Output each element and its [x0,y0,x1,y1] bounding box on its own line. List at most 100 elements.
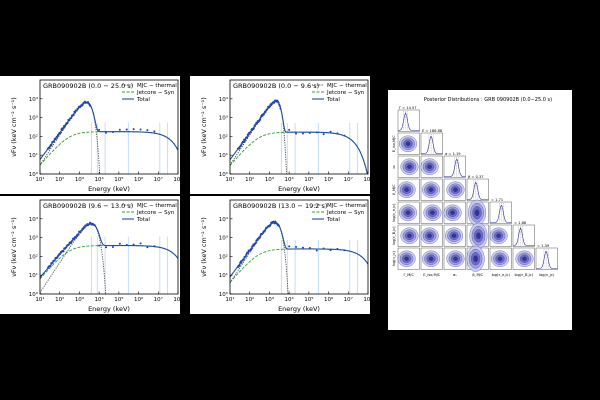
x-tick-label: 10⁸ [363,296,373,303]
data-point [322,133,325,136]
contour-level [405,210,411,215]
diag-histogram: Γ = 14.57 [397,106,420,132]
y-tick-label: 10⁴ [219,216,229,223]
x-tick-label: 10² [245,296,254,303]
thermal-curve [40,102,101,174]
param-label-x: Γ_MJC [404,273,415,277]
contour-cell [420,201,443,224]
diag-histogram: σ = 1.19 [443,152,466,178]
y-tick-label: 10⁴ [219,96,229,103]
corner-plot: Posterior Distributions : GRB 090902B (0… [388,90,572,330]
contour-level [427,233,432,238]
legend-entry: MJC − thermal [327,203,367,209]
data-point [105,246,108,249]
contour-cell [420,178,443,201]
legend-entry: Total [136,217,150,223]
diag-estimate: σ = 1.19 [445,152,461,156]
param-label-x: σ₀ [453,273,457,277]
x-tick-label: 10⁵ [114,176,123,183]
total-curve [40,101,178,160]
histogram-line [536,251,558,269]
contour-cell [443,224,466,247]
data-point [288,245,291,248]
x-tick-label: 10⁷ [154,296,163,303]
diag-histogram: E = 186.88 [420,129,443,155]
plot-area [40,221,178,294]
contour-level [496,233,501,238]
y-tick-label: 10¹ [29,152,38,159]
contour-level [427,164,432,169]
thermal-curve [230,100,288,174]
contour-cell [489,224,512,247]
contour-cell [443,201,466,224]
data-point [118,242,121,245]
contour-cell [466,245,489,272]
y-tick-label: 10² [219,253,228,260]
legend-entry: Total [136,97,150,103]
x-tick-label: 10⁴ [95,296,105,303]
x-tick-label: 10⁸ [173,176,183,183]
data-point [315,249,318,252]
param-label-y: log(n_jc) [392,250,396,266]
contour-level [451,233,457,238]
y-tick-label: 10³ [219,115,228,122]
contour-cell [489,247,512,270]
y-tick-label: 10¹ [29,272,38,279]
data-point [139,242,142,245]
contour-level [430,210,435,215]
x-tick-label: 10³ [265,296,274,303]
x-tick-label: 10⁵ [304,176,313,183]
spectrum-panel-3: 10¹ 10² 10³ 10⁴ 10⁵ 10⁶ 10⁷ 10⁸10⁰10¹10²10³10⁴E… [0,196,183,314]
param-label-x: E_iso,MJC [423,273,440,277]
total-curve [40,222,178,278]
param-label-x: log(ε_B,jc) [514,273,533,277]
contour-level [404,256,409,261]
x-tick-label: 10⁶ [134,296,144,303]
x-tick-label: 10⁵ [304,296,313,303]
y-tick-label: 10² [29,253,38,260]
y-tick-label: 10³ [29,235,38,242]
x-tick-label: 10² [55,296,64,303]
x-tick-label: 10⁴ [285,296,295,303]
y-tick-label: 10⁰ [219,291,229,298]
x-tick-label: 10¹ [225,176,234,183]
x-tick-label: 10⁷ [344,296,353,303]
axes-frame [39,79,179,175]
param-label-x: log(ε_e,jc) [492,273,511,277]
spectrum-panel-1: 10¹ 10² 10³ 10⁴ 10⁵ 10⁶ 10⁷ 10⁸10⁰10¹10²10³10⁴E… [0,76,183,194]
y-tick-label: 10⁴ [29,216,39,223]
y-tick-label: 10⁰ [219,171,229,178]
spectral-panels: 10¹ 10² 10³ 10⁴ 10⁵ 10⁶ 10⁷ 10⁸10⁰10¹10²10³10⁴E… [0,76,373,314]
param-label-y: σ₀ [392,164,396,168]
y-tick-label: 10¹ [219,152,228,159]
data-point [288,128,291,131]
diag-histogram: β = 0.37 [466,175,489,201]
x-tick-label: 10⁶ [324,296,334,303]
cell-frame [397,109,420,132]
histogram-line [421,136,443,154]
contour-cell [397,132,420,155]
data-point [118,128,121,131]
diag-estimate: β = 0.37 [468,175,484,179]
error-bars [280,123,359,174]
data-point [295,132,298,135]
contour-level [497,256,503,261]
contour-cell [466,199,489,226]
histogram-line [490,205,512,223]
param-label-y: E_iso,MJC [392,135,396,152]
data-point [98,128,101,131]
panel-title: GRB090902B (0.0 − 25.0 s) [43,82,133,90]
x-tick-label: 10⁸ [363,176,373,183]
x-axis-label: Energy (keV) [278,305,320,313]
diag-histogram: = 1.88 [512,221,535,247]
data-point [329,130,332,133]
data-point [132,128,135,131]
legend-entry: Jetcore − Syn [326,210,365,216]
legend-entry: MJC − thermal [137,83,177,89]
contour-level [405,141,411,146]
x-axis-label: Energy (keV) [88,185,130,193]
histogram-line [467,181,489,200]
